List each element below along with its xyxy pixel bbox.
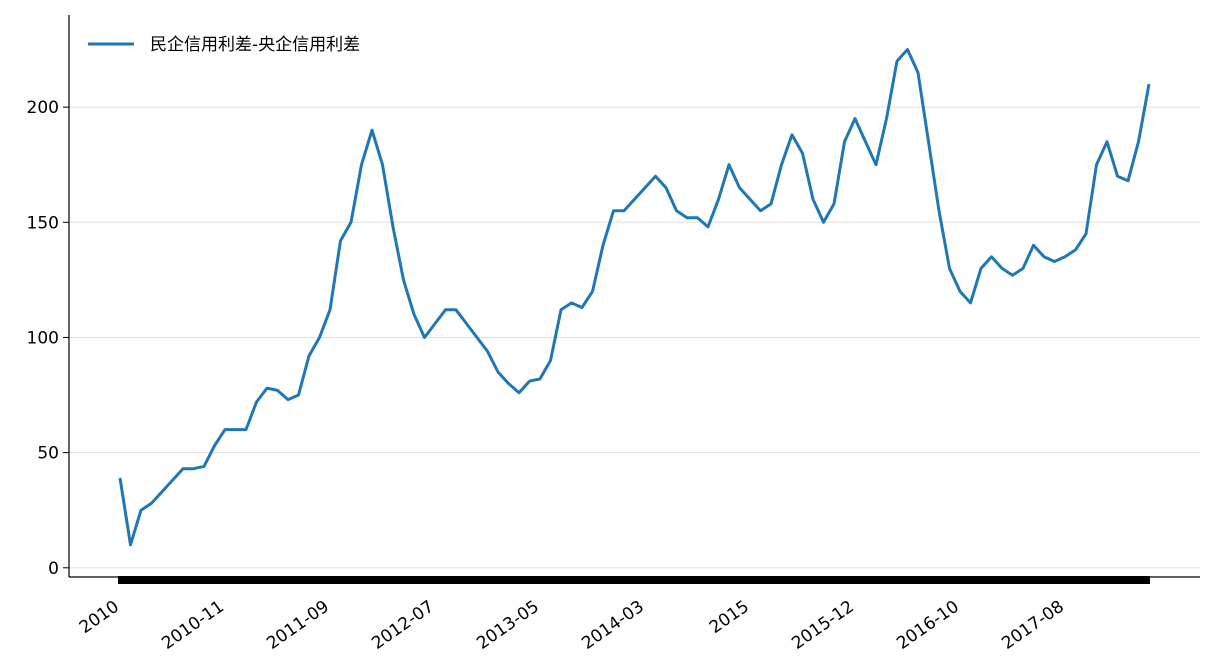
y-tick-label: 0 (48, 559, 59, 579)
x-tick-label: 2013-05 (473, 597, 543, 654)
x-tick-label: 2010 (76, 597, 123, 638)
x-tick-band (118, 576, 1150, 584)
x-tick-label: 2015-12 (788, 597, 858, 654)
y-tick-label: 200 (27, 98, 59, 118)
x-tick-label: 2016-10 (893, 597, 963, 654)
y-tick-label: 100 (27, 328, 59, 348)
x-tick-label: 2011-09 (263, 597, 333, 654)
x-tick-label: 2014-03 (578, 597, 648, 654)
x-tick-label: 2015 (706, 597, 753, 638)
x-tick-label: 2010-11 (158, 597, 228, 654)
x-tick-label: 2012-07 (368, 597, 438, 654)
legend-label: 民企信用利差-央企信用利差 (150, 35, 360, 55)
line-series (118, 48, 1151, 547)
y-tick-label: 50 (37, 444, 59, 464)
x-tick-label: 2017-08 (998, 597, 1068, 654)
y-tick-label: 150 (27, 213, 59, 233)
